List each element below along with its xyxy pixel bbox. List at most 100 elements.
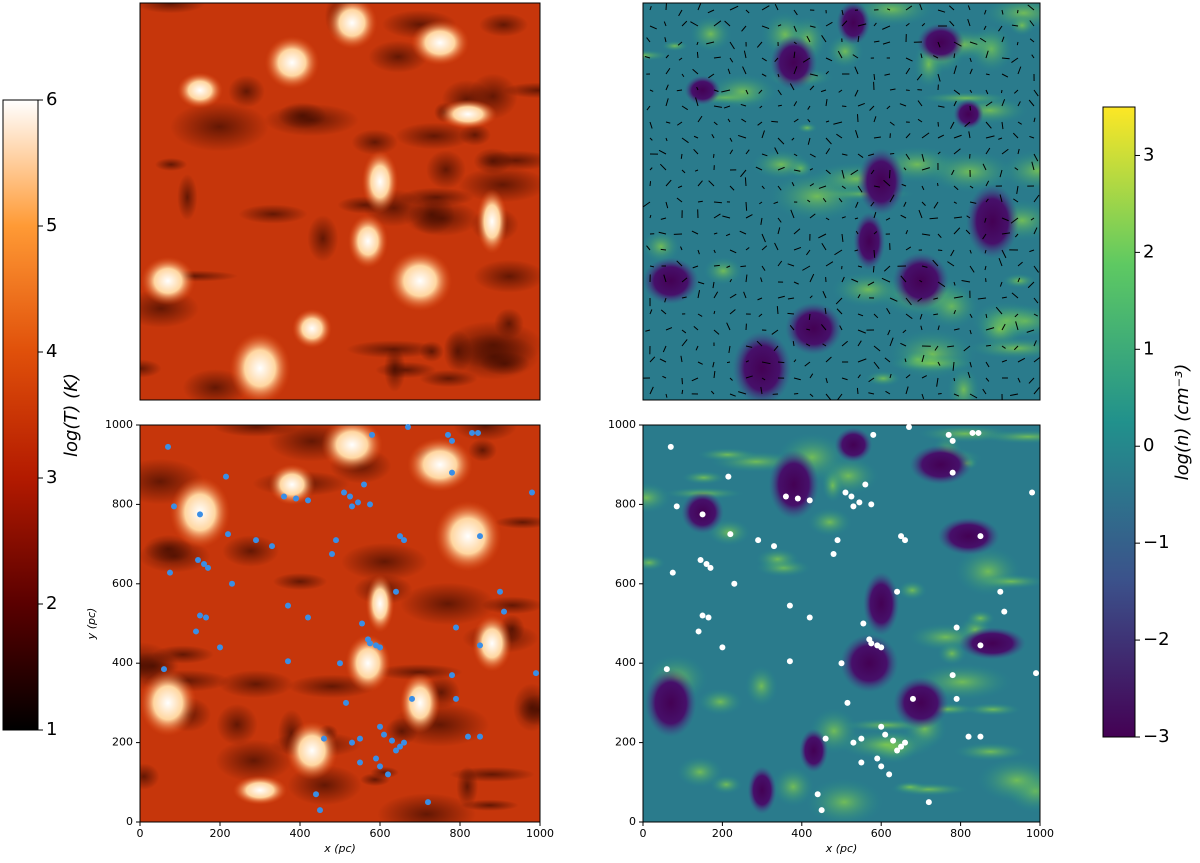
colorbar-tick-label: 2 — [46, 593, 57, 614]
texture — [307, 215, 338, 262]
star-particle — [787, 658, 793, 664]
texture — [959, 627, 1026, 659]
texture — [965, 703, 1022, 716]
star-particle — [819, 807, 825, 813]
star-particle — [815, 791, 821, 797]
star-particle — [674, 503, 680, 509]
temperature-image — [118, 0, 573, 406]
texture — [278, 102, 327, 129]
texture — [128, 763, 159, 789]
colorbar-tick-label: 1 — [1143, 338, 1154, 359]
texture — [177, 72, 223, 108]
texture — [321, 419, 383, 472]
texture — [476, 189, 507, 254]
x-tick-label: 400 — [290, 827, 311, 840]
velocity-arrow — [778, 362, 784, 363]
star-particle — [894, 748, 900, 754]
texture — [435, 501, 502, 572]
velocity-arrow — [777, 306, 778, 314]
star-particle — [357, 759, 363, 765]
star-particle — [862, 482, 868, 488]
texture — [645, 669, 697, 738]
star-particle — [401, 740, 407, 746]
colorbar-label: log(n) (cm⁻³) — [1172, 364, 1193, 481]
texture — [661, 41, 688, 51]
star-particle — [795, 495, 801, 501]
star-particle — [839, 660, 845, 666]
texture — [837, 1, 871, 45]
star-particle — [997, 589, 1003, 595]
star-particle — [253, 537, 259, 543]
texture — [155, 158, 187, 171]
texture — [756, 548, 799, 570]
star-particle — [700, 613, 706, 619]
star-particle — [269, 543, 275, 549]
texture — [170, 102, 269, 152]
star-particle — [529, 489, 535, 495]
texture — [139, 670, 196, 736]
texture — [292, 309, 332, 348]
x-tick-label: 1000 — [526, 827, 554, 840]
x-tick-label: 800 — [450, 827, 471, 840]
star-particle — [449, 470, 455, 476]
texture — [954, 742, 1026, 760]
star-particle — [906, 424, 912, 430]
star-particle — [477, 533, 483, 539]
texture — [893, 781, 927, 792]
texture — [419, 370, 478, 387]
texture — [677, 756, 723, 787]
star-particle — [453, 696, 459, 702]
texture — [887, 355, 976, 373]
star-particle — [966, 734, 972, 740]
texture — [222, 535, 279, 567]
texture — [233, 776, 287, 805]
star-particle — [369, 432, 375, 438]
star-particle — [950, 672, 956, 678]
star-particle — [787, 603, 793, 609]
colorbar — [1103, 107, 1135, 737]
texture — [643, 258, 699, 305]
colorbar-tick-label: −3 — [1143, 726, 1170, 747]
texture — [938, 517, 1000, 555]
velocity-arrow — [697, 52, 698, 58]
texture — [853, 212, 885, 270]
star-particle — [385, 771, 391, 777]
velocity-arrow — [794, 393, 798, 394]
texture — [748, 766, 777, 814]
texture — [858, 148, 905, 215]
texture — [797, 123, 817, 133]
velocity-arrow — [873, 266, 874, 272]
star-particle — [725, 474, 731, 480]
texture — [966, 610, 995, 626]
star-particle — [902, 740, 908, 746]
star-particle — [475, 430, 481, 436]
star-particle — [409, 696, 415, 702]
x-tick-label: 200 — [712, 827, 733, 840]
star-particle — [882, 732, 888, 738]
star-particle — [377, 724, 383, 730]
colorbar-tick-label: 4 — [46, 341, 57, 362]
colorbar-tick-label: 1 — [46, 719, 57, 740]
star-particle — [870, 432, 876, 438]
y-tick-label: 1000 — [608, 418, 636, 431]
star-particle — [842, 489, 848, 495]
star-particle — [203, 615, 209, 621]
y-tick-label: 400 — [615, 656, 636, 669]
texture — [454, 411, 518, 441]
star-particle — [860, 621, 866, 627]
star-particle — [347, 493, 353, 499]
texture — [370, 767, 399, 778]
star-particle — [477, 642, 483, 648]
star-particle — [1029, 489, 1035, 495]
texture — [770, 35, 817, 90]
texture — [479, 13, 528, 37]
star-particle — [285, 658, 291, 664]
star-particle — [1033, 670, 1039, 676]
texture — [273, 573, 327, 590]
star-particle — [469, 430, 475, 436]
velocity-arrow — [874, 74, 875, 80]
texture — [399, 188, 474, 208]
texture — [141, 257, 195, 306]
texture — [917, 23, 964, 62]
texture — [633, 555, 665, 571]
